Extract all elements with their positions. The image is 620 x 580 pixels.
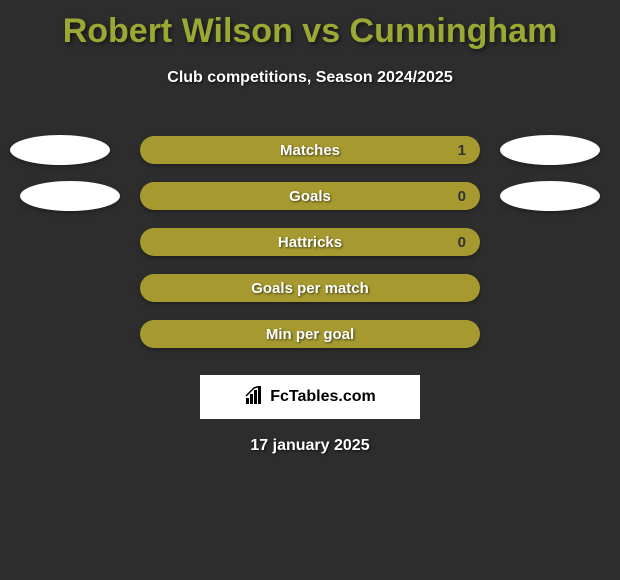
logo-box[interactable]: FcTables.com <box>200 375 420 419</box>
page-title: Robert Wilson vs Cunningham <box>0 0 620 51</box>
stat-row-matches: Matches 1 <box>0 127 620 173</box>
subtitle: Club competitions, Season 2024/2025 <box>0 69 620 87</box>
stat-bar: Goals 0 <box>140 182 480 210</box>
stat-value-right: 1 <box>458 142 466 159</box>
stat-bar: Matches 1 <box>140 136 480 164</box>
stat-bar: Hattricks 0 <box>140 228 480 256</box>
stat-label: Min per goal <box>266 326 354 343</box>
stat-row-hattricks: Hattricks 0 <box>0 219 620 265</box>
stat-bar: Min per goal <box>140 320 480 348</box>
chart-icon <box>244 386 266 409</box>
left-ellipse-icon <box>10 135 110 165</box>
stat-label: Goals per match <box>251 280 369 297</box>
stat-value-right: 0 <box>458 188 466 205</box>
right-ellipse-icon <box>500 181 600 211</box>
stat-value-right: 0 <box>458 234 466 251</box>
date-text: 17 january 2025 <box>0 437 620 455</box>
stat-row-goals: Goals 0 <box>0 173 620 219</box>
stat-row-min-per-goal: Min per goal <box>0 311 620 357</box>
left-ellipse-icon <box>20 181 120 211</box>
stat-label: Matches <box>280 142 340 159</box>
stat-bar: Goals per match <box>140 274 480 302</box>
right-ellipse-icon <box>500 135 600 165</box>
stat-label: Goals <box>289 188 331 205</box>
stat-label: Hattricks <box>278 234 342 251</box>
stat-row-goals-per-match: Goals per match <box>0 265 620 311</box>
comparison-area: Matches 1 Goals 0 Hattricks 0 Goals per … <box>0 127 620 357</box>
logo-text: FcTables.com <box>270 388 376 406</box>
